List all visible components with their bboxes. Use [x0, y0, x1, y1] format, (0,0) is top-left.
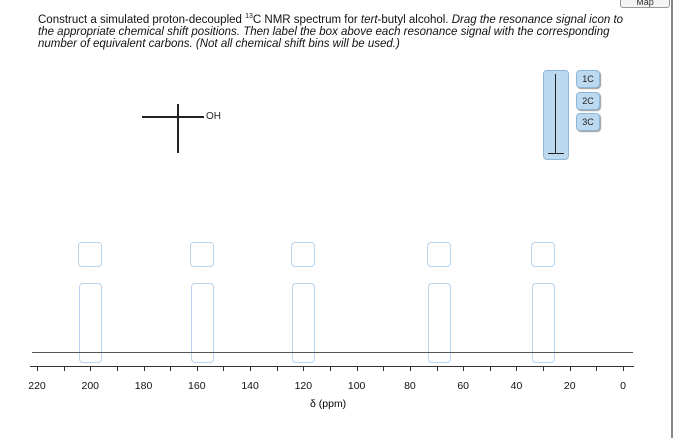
shift-bin-dropzone[interactable] [79, 283, 103, 363]
axis-tick [63, 367, 65, 371]
axis-tick [516, 367, 518, 371]
axis-tick [569, 367, 571, 371]
axis-tick [356, 367, 358, 371]
instr-italic: Drag the resonance signal icon to the ap… [38, 13, 624, 50]
instr-text: Construct a simulated proton-decoupled [38, 13, 246, 26]
axis-tick [409, 367, 411, 371]
label-2c[interactable]: 2C [576, 92, 600, 110]
axis-tick [623, 367, 624, 371]
signal-line [555, 74, 556, 153]
carbon-count-box[interactable] [190, 242, 215, 267]
carbon-count-box[interactable] [291, 242, 316, 267]
tick-label: 80 [404, 380, 416, 392]
tick-label: 120 [294, 380, 313, 392]
axis-tick [143, 367, 145, 371]
tick-label: 220 [28, 380, 46, 392]
tick-label: 40 [510, 380, 523, 392]
tick-label: 0 [620, 380, 626, 392]
label-3c[interactable]: 3C [576, 113, 600, 131]
instr-text: -butyl alcohol. [377, 13, 452, 26]
instructions: Construct a simulated proton-decoupled 1… [38, 11, 638, 50]
shift-bin-dropzone[interactable] [532, 283, 556, 363]
isotope-superscript: 13 [245, 13, 253, 20]
axis-tick [250, 367, 252, 371]
axis-tick [116, 367, 118, 371]
instr-italic: tert [360, 13, 378, 26]
carbon-count-box[interactable] [531, 242, 556, 267]
axis-tick [463, 367, 465, 371]
resonance-signal-icon[interactable] [543, 70, 569, 160]
shift-bin-dropzone[interactable] [428, 283, 452, 363]
label-1c[interactable]: 1C [576, 70, 600, 88]
tick-label: 140 [241, 380, 259, 392]
axis-tick [436, 367, 438, 371]
shift-bin-dropzone[interactable] [292, 283, 316, 363]
vertical-bond [177, 104, 179, 153]
axis-tick [37, 367, 38, 371]
horizontal-bond [142, 116, 204, 118]
axis-tick [596, 367, 598, 371]
axis-tick [543, 367, 545, 371]
axis-tick [276, 367, 278, 371]
window-border [671, 0, 673, 438]
axis-tick [90, 367, 92, 371]
oh-label: OH [206, 111, 221, 122]
tick-label: 100 [347, 380, 366, 392]
axis-tick [196, 367, 198, 371]
tick-label: 60 [457, 380, 470, 392]
ppm-axis [30, 366, 634, 367]
axis-tick [223, 367, 225, 371]
carbon-count-box[interactable] [78, 242, 103, 267]
tick-label: 160 [188, 380, 206, 392]
axis-tick [383, 367, 385, 371]
axis-tick [489, 367, 491, 371]
tick-label: 20 [563, 380, 576, 392]
carbon-count-box[interactable] [427, 242, 452, 267]
tick-label: 200 [81, 380, 100, 392]
tick-label: 180 [134, 380, 153, 392]
axis-tick [303, 367, 305, 371]
axis-tick [330, 367, 331, 371]
map-button[interactable]: Map [620, 0, 670, 8]
spectrum-baseline [32, 352, 633, 353]
axis-label: δ (ppm) [310, 398, 347, 410]
signal-base [548, 153, 564, 154]
shift-bin-dropzone[interactable] [191, 283, 215, 363]
axis-tick [170, 367, 172, 371]
instr-text: C NMR spectrum for [252, 13, 361, 26]
